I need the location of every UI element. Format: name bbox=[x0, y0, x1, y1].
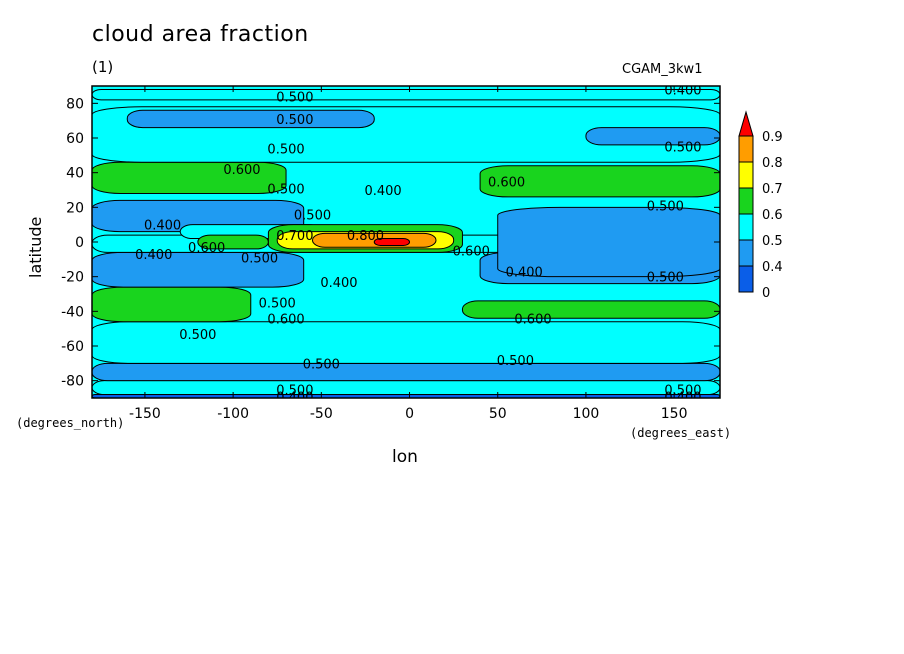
colorbar-label: 0.6 bbox=[762, 208, 783, 223]
colorbar-segment bbox=[738, 161, 754, 189]
contour-label: 0.400 bbox=[144, 219, 181, 234]
contour-label: 0.400 bbox=[320, 276, 357, 291]
x-tick-label: -50 bbox=[310, 406, 333, 422]
colorbar-label: 0.4 bbox=[762, 260, 783, 275]
contour-region bbox=[126, 109, 375, 129]
colorbar-segment bbox=[738, 265, 754, 293]
x-axis-label: lon bbox=[392, 447, 418, 467]
contour-label: 0.500 bbox=[647, 271, 684, 286]
y-units-label: (degrees_east) bbox=[630, 426, 732, 440]
contour-label: 0.500 bbox=[259, 297, 296, 312]
x-tick-label: 100 bbox=[573, 406, 600, 422]
y-tick-label: -60 bbox=[61, 339, 84, 355]
contour-region bbox=[92, 380, 720, 396]
contour-label: 0.500 bbox=[664, 141, 701, 156]
contour-label: 0.600 bbox=[514, 312, 551, 327]
contour-label: 0.500 bbox=[303, 357, 340, 372]
contour-region bbox=[373, 238, 411, 246]
y-tick-label: 60 bbox=[66, 131, 84, 147]
contour-label: 0.400 bbox=[364, 184, 401, 199]
x-tick-label: 150 bbox=[661, 406, 688, 422]
contour-label: 0.500 bbox=[276, 90, 313, 105]
contour-label: 0.600 bbox=[453, 245, 490, 260]
x-tick-label: 50 bbox=[489, 406, 507, 422]
y-tick-label: -80 bbox=[61, 374, 84, 390]
contour-label: 0.500 bbox=[241, 252, 278, 267]
contour-region bbox=[497, 206, 720, 278]
colorbar: 0 0.4 0.5 0.6 0.7 0.8 0.9 bbox=[738, 110, 783, 301]
x-tick-label: -100 bbox=[217, 406, 249, 422]
contour-region bbox=[92, 88, 720, 101]
contour-label: 0.800 bbox=[347, 229, 384, 244]
contour-region bbox=[92, 286, 252, 323]
y-tick-label: -20 bbox=[61, 270, 84, 286]
contour-region bbox=[92, 362, 720, 382]
y-tick-label: 80 bbox=[66, 96, 84, 112]
contour-label: 0.400 bbox=[506, 265, 543, 280]
colorbar-label: 0.8 bbox=[762, 156, 783, 171]
x-units-label: (degrees_north) bbox=[16, 416, 125, 430]
colorbar-label: 0.9 bbox=[762, 130, 783, 145]
contour-label: 0.500 bbox=[267, 182, 304, 197]
contour-label: 0.500 bbox=[497, 354, 534, 369]
colorbar-segment bbox=[738, 239, 754, 267]
colorbar-label: 0.7 bbox=[762, 182, 783, 197]
contour-label: 0.600 bbox=[188, 241, 225, 256]
contour-region bbox=[461, 300, 720, 319]
colorbar-segment bbox=[738, 135, 754, 163]
y-tick-label: 20 bbox=[66, 200, 84, 216]
y-axis: -80 -60 -40 -20 0 20 40 60 80 bbox=[61, 96, 720, 390]
x-tick-label: 0 bbox=[405, 406, 414, 422]
colorbar-extend-triangle bbox=[738, 110, 754, 137]
colorbar-segment bbox=[738, 213, 754, 241]
contour-label: 0.500 bbox=[179, 328, 216, 343]
contour-label: 0.600 bbox=[223, 163, 260, 178]
contour-label: 0.400 bbox=[664, 390, 701, 405]
contour-label: 0.500 bbox=[294, 208, 331, 223]
x-tick-label: -150 bbox=[129, 406, 161, 422]
contour-label: 0.400 bbox=[135, 248, 172, 263]
contour-label: 0.500 bbox=[276, 383, 313, 398]
contour-label: 0.400 bbox=[276, 390, 313, 405]
y-tick-label: 40 bbox=[66, 166, 84, 182]
dataset-name: CGAM_3kw1 bbox=[622, 62, 703, 77]
contour-label: 0.700 bbox=[276, 229, 313, 244]
contour-fill-layer bbox=[92, 86, 720, 398]
contour-label: 0.600 bbox=[488, 175, 525, 190]
x-axis: -150 -100 -50 0 50 100 150 bbox=[129, 86, 688, 422]
y-tick-label: 0 bbox=[75, 235, 84, 251]
colorbar-segment bbox=[738, 187, 754, 215]
chart-title: cloud area fraction bbox=[92, 22, 309, 47]
contour-label: 0.600 bbox=[267, 312, 304, 327]
y-tick-label: -40 bbox=[61, 304, 84, 320]
contour-label: 0.500 bbox=[276, 113, 313, 128]
contour-label: 0.500 bbox=[647, 200, 684, 215]
chart-units: (1) bbox=[92, 58, 114, 76]
colorbar-label: 0.5 bbox=[762, 234, 783, 249]
contour-label: 0.500 bbox=[267, 142, 304, 157]
colorbar-label: 0 bbox=[762, 286, 770, 301]
contour-region bbox=[92, 321, 720, 364]
